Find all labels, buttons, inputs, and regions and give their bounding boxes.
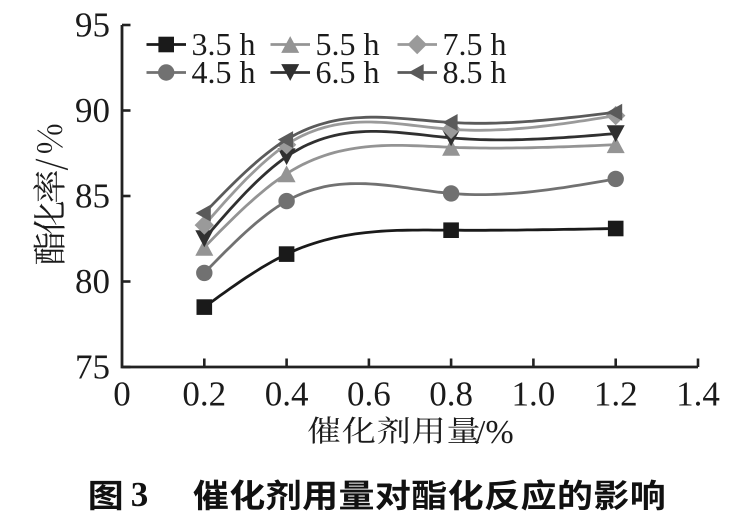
svg-text:0.8: 0.8	[429, 375, 473, 414]
svg-text:3.5 h: 3.5 h	[192, 26, 256, 62]
svg-text:/%: /%	[476, 414, 514, 451]
svg-text:0.2: 0.2	[182, 375, 226, 414]
svg-text:90: 90	[75, 91, 110, 130]
svg-text:0.4: 0.4	[265, 375, 309, 414]
svg-text:8.5 h: 8.5 h	[443, 54, 507, 90]
svg-text:1.0: 1.0	[512, 375, 556, 414]
svg-text:1.2: 1.2	[594, 375, 638, 414]
svg-text:3: 3	[131, 475, 149, 514]
svg-text:1.4: 1.4	[676, 375, 720, 414]
svg-text:0.6: 0.6	[347, 375, 391, 414]
svg-text:80: 80	[75, 262, 110, 301]
svg-text:0: 0	[113, 375, 131, 414]
svg-text:4.5 h: 4.5 h	[192, 54, 256, 90]
svg-text:85: 85	[75, 177, 110, 216]
svg-text:6.5 h: 6.5 h	[316, 54, 380, 90]
svg-text:7.5 h: 7.5 h	[443, 26, 507, 62]
svg-text:5.5 h: 5.5 h	[316, 26, 380, 62]
svg-text:75: 75	[75, 348, 110, 387]
svg-text:95: 95	[75, 6, 110, 45]
